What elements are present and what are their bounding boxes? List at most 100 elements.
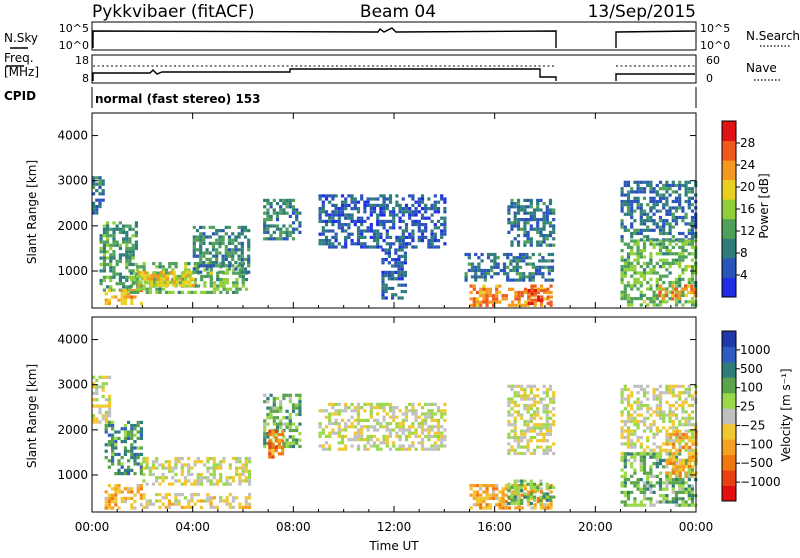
echo-cell xyxy=(668,281,672,285)
echo-cell xyxy=(688,439,692,443)
echo-cell xyxy=(401,232,405,236)
echo-cell xyxy=(376,422,380,426)
echo-cell xyxy=(545,387,549,392)
echo-cell xyxy=(247,264,251,268)
echo-cell xyxy=(288,214,292,218)
echo-cell xyxy=(520,394,524,398)
echo-cell xyxy=(639,187,643,191)
echo-cell xyxy=(649,413,653,417)
echo-cell xyxy=(552,208,556,212)
echo-cell xyxy=(518,278,523,282)
echo-cell xyxy=(488,300,492,304)
echo-cell xyxy=(269,412,273,417)
echo-cell xyxy=(649,487,653,491)
echo-cell xyxy=(190,290,194,294)
echo-cell xyxy=(536,426,540,430)
echo-cell xyxy=(166,280,170,284)
echo-cell xyxy=(411,194,415,198)
echo-cell xyxy=(274,449,278,453)
echo-cell xyxy=(677,290,681,295)
echo-cell xyxy=(678,471,682,475)
echo-cell xyxy=(502,262,507,266)
echo-cell xyxy=(515,272,519,276)
echo-cell xyxy=(350,207,354,211)
echo-cell xyxy=(288,393,292,397)
echo-cell xyxy=(321,194,325,198)
echo-cell xyxy=(626,261,631,265)
echo-cell xyxy=(528,256,532,260)
echo-cell xyxy=(291,221,296,225)
echo-cell xyxy=(681,245,685,249)
echo-cell xyxy=(344,223,348,227)
echo-cell xyxy=(98,192,102,196)
echo-cell xyxy=(488,290,492,295)
echo-cell xyxy=(130,430,134,434)
echo-cell xyxy=(531,272,535,276)
echo-cell xyxy=(295,218,299,222)
echo-cell xyxy=(130,424,134,428)
echo-cell xyxy=(212,463,216,467)
echo-cell xyxy=(630,274,634,278)
echo-cell xyxy=(649,452,653,456)
echo-cell xyxy=(281,445,285,449)
echo-cell xyxy=(366,402,370,406)
echo-cell xyxy=(502,265,507,269)
echo-cell xyxy=(495,300,499,304)
echo-cell xyxy=(238,502,242,506)
echo-cell xyxy=(183,479,188,483)
echo-cell xyxy=(536,243,540,247)
echo-cell xyxy=(669,436,673,440)
echo-cell xyxy=(111,427,115,431)
echo-cell xyxy=(662,410,666,414)
echo-cell xyxy=(282,202,286,206)
echo-cell xyxy=(360,438,364,442)
echo-cell xyxy=(424,207,428,211)
echo-cell xyxy=(681,268,685,272)
echo-cell xyxy=(681,206,685,210)
echo-cell xyxy=(240,264,244,268)
echo-cell xyxy=(347,223,351,227)
echo-cell xyxy=(123,500,127,504)
echo-cell xyxy=(474,252,478,257)
echo-cell xyxy=(691,465,695,469)
echo-cell xyxy=(669,433,673,437)
echo-cell xyxy=(672,468,676,472)
echo-cell xyxy=(133,472,137,476)
echo-cell xyxy=(507,413,511,417)
echo-cell xyxy=(529,214,533,218)
echo-cell xyxy=(199,460,204,464)
echo-cell xyxy=(534,272,539,276)
echo-cell xyxy=(684,222,688,226)
echo-cell xyxy=(237,225,241,229)
echo-cell xyxy=(668,225,672,229)
echo-cell xyxy=(658,500,663,504)
echo-cell xyxy=(626,258,631,262)
echo-cell xyxy=(411,412,415,416)
echo-cell xyxy=(288,441,292,445)
echo-cell xyxy=(513,391,517,395)
velocity-echo-region xyxy=(620,452,698,507)
echo-cell xyxy=(646,416,650,420)
echo-cell xyxy=(158,463,162,467)
echo-cell xyxy=(219,479,223,483)
echo-cell xyxy=(102,288,106,292)
echo-cell xyxy=(546,287,550,291)
echo-cell xyxy=(443,232,447,236)
echo-cell xyxy=(443,412,447,416)
echo-cell xyxy=(536,224,540,228)
echo-cell xyxy=(101,179,105,183)
echo-cell xyxy=(543,506,547,510)
echo-cell xyxy=(172,280,176,284)
echo-cell xyxy=(547,268,551,273)
echo-cell xyxy=(542,384,546,388)
echo-cell xyxy=(337,207,341,211)
echo-cell xyxy=(646,238,650,242)
echo-cell xyxy=(630,284,634,288)
echo-cell xyxy=(655,481,659,485)
echo-cell xyxy=(536,394,540,398)
echo-cell xyxy=(536,221,540,225)
echo-cell xyxy=(681,503,685,507)
echo-cell xyxy=(646,407,650,411)
echo-cell xyxy=(662,193,666,197)
echo-cell xyxy=(443,434,447,438)
